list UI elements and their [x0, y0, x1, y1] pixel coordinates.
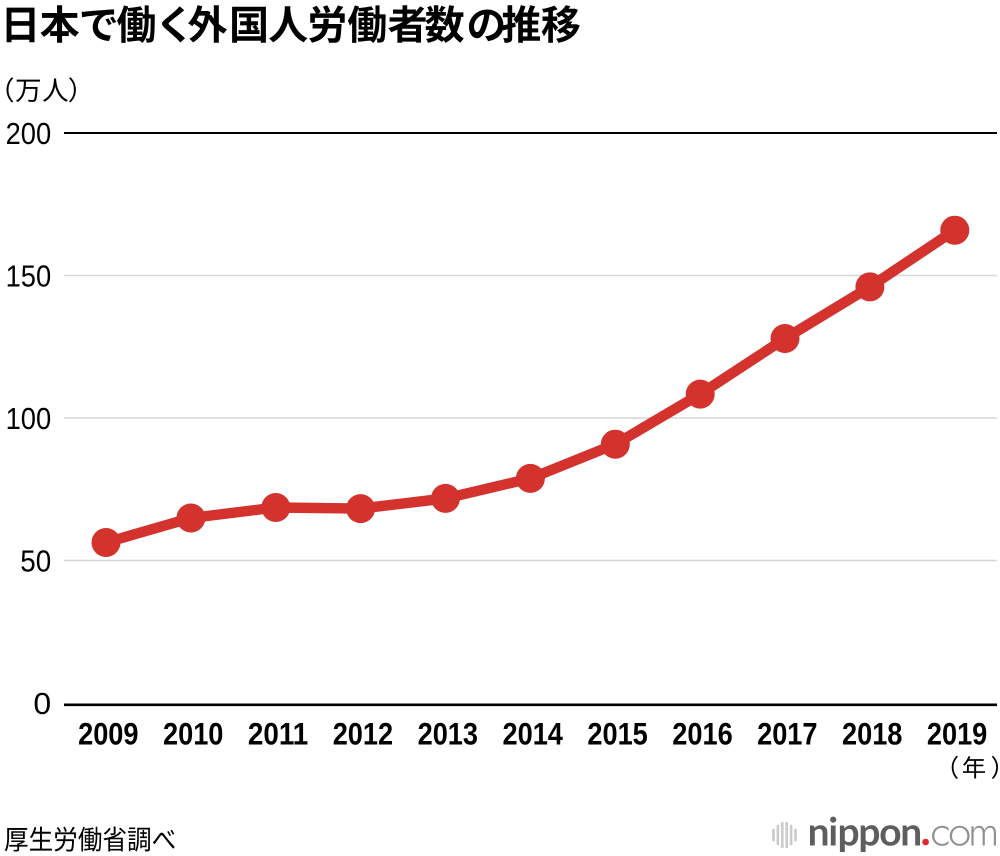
svg-text:150: 150 [6, 258, 52, 293]
svg-text:2013: 2013 [418, 715, 478, 751]
svg-text:0: 0 [33, 686, 51, 721]
svg-text:2018: 2018 [842, 715, 902, 751]
svg-text:100: 100 [6, 401, 52, 436]
svg-text:2012: 2012 [333, 715, 393, 751]
svg-text:2015: 2015 [587, 715, 647, 751]
svg-text:50: 50 [20, 543, 51, 578]
svg-text:2016: 2016 [672, 715, 732, 751]
svg-text:2010: 2010 [163, 715, 223, 751]
svg-text:2011: 2011 [248, 715, 308, 751]
svg-text:2014: 2014 [503, 715, 564, 751]
svg-text:200: 200 [6, 116, 52, 151]
svg-text:2019: 2019 [927, 715, 987, 751]
svg-text:2017: 2017 [757, 715, 817, 751]
svg-text:2009: 2009 [78, 715, 138, 751]
